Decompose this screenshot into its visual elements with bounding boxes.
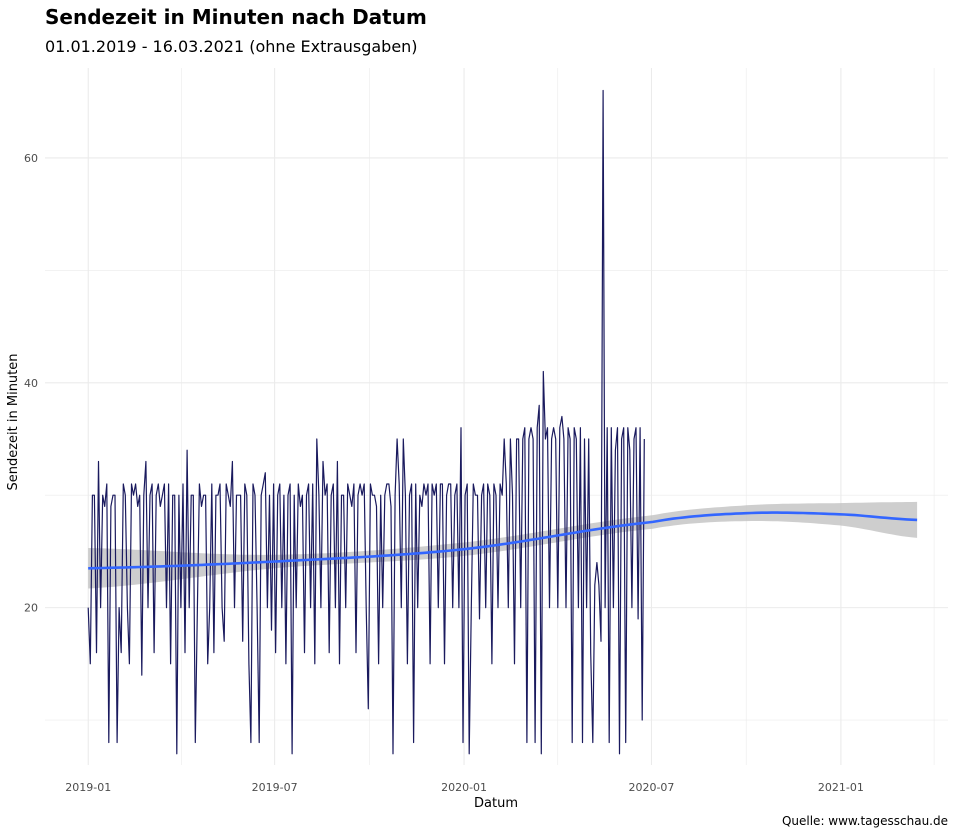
x-tick-label: 2019-01 <box>65 781 111 794</box>
x-axis-title: Datum <box>474 796 518 811</box>
smooth-trend-line <box>88 511 918 570</box>
source-caption: Quelle: www.tagesschau.de <box>781 814 948 828</box>
chart-subtitle: 01.01.2019 - 16.03.2021 (ohne Extrausgab… <box>45 37 418 56</box>
y-axis-title: Sendezeit in Minuten <box>6 353 21 490</box>
x-tick-label: 2019-07 <box>252 781 298 794</box>
series-layer <box>87 89 645 755</box>
sendezeit-series-line <box>87 89 645 755</box>
grid-layer <box>45 68 948 765</box>
x-tick-label: 2021-01 <box>818 781 864 794</box>
y-tick-label: 40 <box>24 377 38 390</box>
smooth-layer <box>88 511 918 570</box>
tick-layer: 20 40 60 2019-01 2019-07 2020-01 2020-07 2021-0… <box>24 152 864 794</box>
y-tick-label: 20 <box>24 602 38 615</box>
x-tick-label: 2020-01 <box>441 781 487 794</box>
x-tick-label: 2020-07 <box>628 781 674 794</box>
y-tick-label: 60 <box>24 152 38 165</box>
chart-title: Sendezeit in Minuten nach Datum <box>45 5 427 29</box>
